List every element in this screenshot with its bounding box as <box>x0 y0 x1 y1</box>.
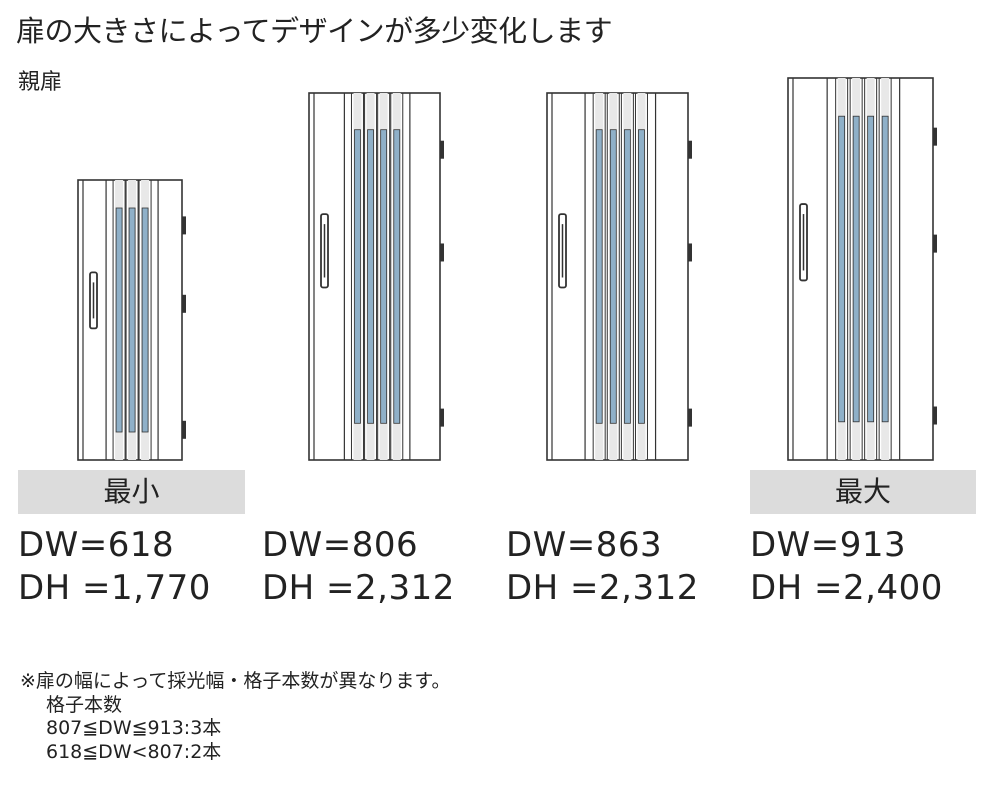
tag-maximum: 最大 <box>750 470 976 514</box>
door-3-dimensions: DW=863 DH =2,312 <box>506 524 699 610</box>
glass-strip <box>838 115 846 423</box>
glass-strip <box>367 129 374 424</box>
hinge-icon <box>182 294 186 313</box>
note-line-2: 格子本数 <box>46 693 123 716</box>
glass-strip <box>115 207 123 433</box>
hinge-icon <box>933 127 937 146</box>
door-4-dimensions: DW=913 DH =2,400 <box>750 524 943 610</box>
hinge-icon <box>440 140 444 159</box>
page-title: 扉の大きさによってデザインが多少変化します <box>16 14 613 48</box>
hinge-icon <box>688 243 692 262</box>
glass-strip <box>867 115 875 423</box>
subtitle-main-door: 親扉 <box>18 70 63 95</box>
hinge-icon <box>440 408 444 427</box>
hinge-icon <box>688 408 692 427</box>
door-3-dw: DW=863 <box>506 525 663 565</box>
door-2-dh: DH =2,312 <box>262 568 455 608</box>
hinge-icon <box>933 406 937 425</box>
glass-strip <box>609 129 617 424</box>
door-3-dh: DH =2,312 <box>506 568 699 608</box>
door-1 <box>77 179 186 461</box>
door-1-dimensions: DW=618 DH =1,770 <box>18 524 211 610</box>
door-4-dh: DH =2,400 <box>750 568 943 608</box>
door-2-dw: DW=806 <box>262 525 419 565</box>
hinge-icon <box>440 243 444 262</box>
glass-strip <box>595 129 603 424</box>
door-1-dh: DH =1,770 <box>18 568 211 608</box>
door-3 <box>546 92 692 461</box>
hinge-icon <box>182 420 186 439</box>
door-1-dw: DW=618 <box>18 525 175 565</box>
door-2-dimensions: DW=806 DH =2,312 <box>262 524 455 610</box>
glass-strip <box>638 129 645 424</box>
hinge-icon <box>182 216 186 235</box>
glass-strip <box>881 115 889 423</box>
notes: ※扉の幅によって採光幅・格子本数が異なります。 格子本数 807≦DW≦913:… <box>20 670 451 764</box>
door-4-dw: DW=913 <box>750 525 907 565</box>
glass-strip <box>128 207 136 433</box>
glass-strip <box>852 115 860 423</box>
hinge-icon <box>933 234 937 253</box>
tag-minimum: 最小 <box>18 470 245 514</box>
door-4 <box>787 77 937 461</box>
hinge-icon <box>688 140 692 159</box>
glass-strip <box>393 129 401 424</box>
door-frame <box>787 77 934 461</box>
glass-strip <box>141 207 149 433</box>
door-2 <box>308 92 444 461</box>
note-line-3: 807≦DW≦913:3本 <box>46 717 222 739</box>
glass-strip <box>623 129 631 424</box>
door-frame <box>546 92 689 461</box>
glass-strip <box>380 129 388 424</box>
glass-strip <box>354 129 361 424</box>
note-line-4: 618≦DW<807:2本 <box>46 740 222 763</box>
note-line-1: ※扉の幅によって採光幅・格子本数が異なります。 <box>20 670 451 692</box>
